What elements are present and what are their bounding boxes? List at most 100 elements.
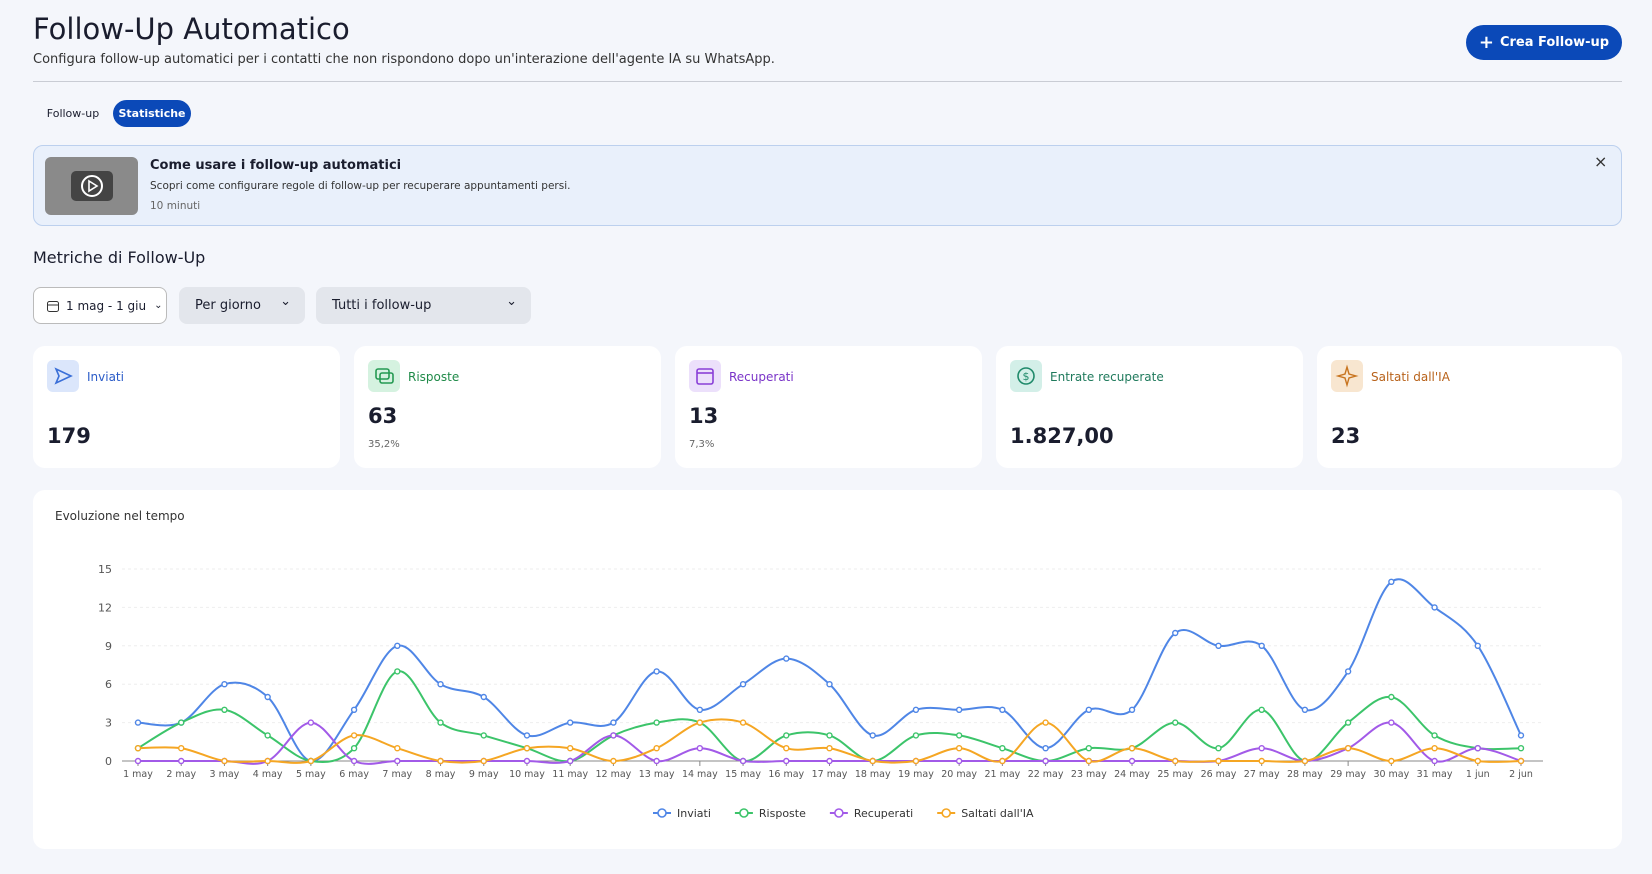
data-point [696, 719, 704, 726]
metric-label: Inviati [87, 370, 124, 384]
data-point [1474, 642, 1481, 650]
data-point [999, 745, 1006, 752]
legend-label: Risposte [759, 807, 806, 820]
y-tick-label: 9 [105, 640, 112, 653]
data-point [350, 745, 358, 752]
x-tick-label: 15 may [725, 769, 761, 780]
video-thumbnail[interactable] [45, 157, 138, 215]
legend-label: Inviati [677, 807, 711, 820]
data-point [264, 693, 271, 701]
x-tick-label: 20 may [941, 769, 977, 780]
data-point [1388, 719, 1395, 726]
data-point [1215, 745, 1222, 752]
metric-label: Entrate recuperate [1050, 370, 1164, 384]
period-filter[interactable]: Per giorno ⌄ [179, 287, 305, 324]
data-point [912, 757, 920, 765]
data-point [1042, 757, 1049, 765]
divider [33, 81, 1622, 82]
metric-card: Saltati dall'IA 23 [1317, 346, 1622, 468]
data-point [1517, 757, 1525, 765]
data-point [566, 757, 574, 765]
data-point [653, 745, 660, 752]
section-title: Metriche di Follow-Up [33, 248, 206, 267]
data-point [566, 719, 574, 726]
x-tick-label: 17 may [812, 769, 848, 780]
create-button[interactable]: + Crea Follow-up [1466, 25, 1622, 60]
data-point [480, 732, 487, 739]
legend-swatch [739, 808, 749, 818]
data-point [610, 732, 617, 739]
data-point [826, 732, 833, 739]
data-point [783, 757, 790, 765]
data-point [826, 757, 833, 765]
y-tick-label: 0 [105, 755, 112, 768]
metric-icon [689, 360, 721, 392]
x-tick-label: 28 may [1287, 769, 1323, 780]
filter-label: Tutti i follow-up [332, 298, 432, 313]
x-tick-label: 31 may [1417, 769, 1453, 780]
metric-label: Recuperati [729, 370, 794, 384]
data-point [1388, 757, 1395, 765]
data-point [610, 757, 617, 765]
followup-filter[interactable]: Tutti i follow-up ⌄ [316, 287, 531, 324]
data-point [523, 757, 531, 765]
data-point [1128, 706, 1136, 714]
data-point [264, 757, 271, 765]
legend-label: Saltati dall'IA [961, 807, 1034, 820]
data-point [610, 719, 617, 726]
data-point [178, 719, 185, 726]
data-point [783, 745, 790, 752]
data-point [1258, 757, 1265, 765]
data-point [1431, 745, 1438, 752]
x-tick-label: 18 may [855, 769, 891, 780]
y-tick-label: 3 [105, 717, 112, 730]
x-tick-label: 12 may [596, 769, 632, 780]
filter-label: 1 mag - 1 giu [66, 298, 147, 313]
data-point [783, 732, 790, 739]
data-point [783, 655, 790, 662]
x-tick-label: 24 may [1114, 769, 1150, 780]
data-point [221, 680, 228, 688]
play-icon [71, 171, 113, 201]
data-point [739, 757, 747, 765]
x-tick-label: 2 may [166, 769, 196, 780]
x-tick-label: 9 may [469, 769, 499, 780]
data-point [134, 719, 142, 726]
chart: Evoluzione nel tempo 0 3 6 9 12 15 1 may 2 may 3… [55, 509, 1543, 820]
data-point [1172, 629, 1179, 637]
data-point [826, 745, 833, 752]
data-point [696, 745, 704, 752]
data-point [1042, 719, 1049, 726]
close-button[interactable]: × [1594, 152, 1608, 171]
tab[interactable]: Follow-up [46, 107, 100, 120]
data-point [264, 732, 271, 739]
tab-active[interactable]: Statistiche [113, 100, 191, 127]
x-tick-label: 21 may [984, 769, 1020, 780]
data-point [1172, 719, 1179, 726]
x-tick-label: 26 may [1201, 769, 1237, 780]
metric-value: 63 [368, 404, 398, 428]
legend-swatch [834, 808, 844, 818]
data-point [178, 757, 185, 765]
data-point [869, 732, 876, 739]
y-tick-label: 6 [105, 678, 112, 691]
filter-label: Per giorno [195, 298, 261, 313]
data-point [221, 706, 228, 714]
data-point [1431, 757, 1438, 765]
x-tick-label: 22 may [1028, 769, 1064, 780]
data-point [480, 693, 487, 701]
data-point [1388, 578, 1395, 586]
data-point [696, 706, 704, 714]
y-tick-label: 15 [98, 563, 112, 576]
x-tick-label: 1 jun [1466, 769, 1490, 780]
data-point [437, 680, 444, 688]
date-filter[interactable]: 1 mag - 1 giu ⌄ [33, 287, 167, 324]
data-point [912, 732, 920, 739]
data-point [134, 745, 142, 752]
data-point [307, 757, 315, 765]
data-point [1085, 745, 1093, 752]
banner-duration: 10 minuti [150, 200, 201, 212]
metric-card: $ Entrate recuperate 1.827,00 [996, 346, 1303, 468]
data-point [955, 757, 963, 765]
data-point [653, 757, 660, 765]
